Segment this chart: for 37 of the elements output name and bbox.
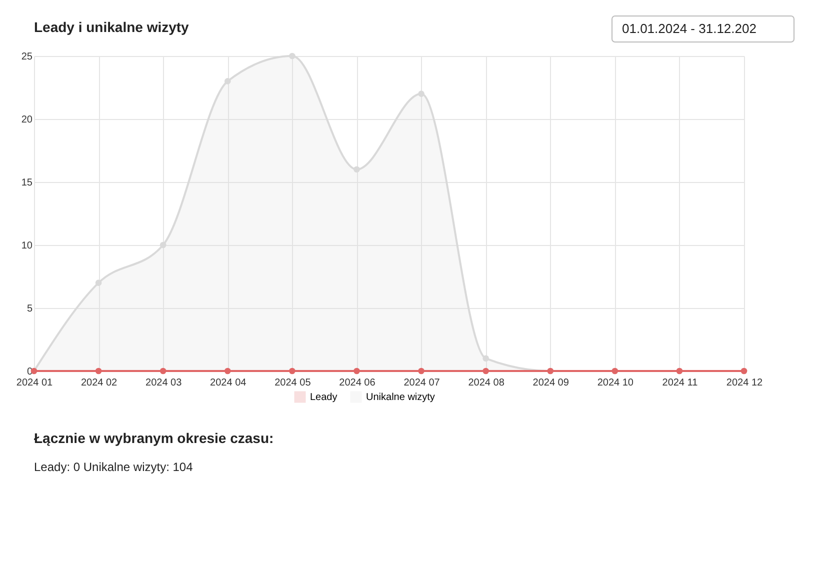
y-tick-label: 15 bbox=[21, 178, 33, 188]
point bbox=[354, 368, 360, 374]
x-tick-label: 2024 01 bbox=[16, 378, 54, 388]
chart-title: Leady i unikalne wizyty bbox=[34, 19, 190, 35]
point bbox=[289, 368, 296, 374]
x-tick-label: 2024 07 bbox=[404, 378, 440, 388]
point bbox=[418, 90, 424, 97]
x-tick-label: 2024 08 bbox=[468, 378, 505, 388]
y-tick-label: 5 bbox=[26, 304, 33, 314]
x-tick-label: 2024 03 bbox=[146, 378, 182, 388]
x-tick-label: 2024 12 bbox=[726, 378, 764, 388]
point bbox=[418, 368, 424, 374]
x-tick-label: 2024 10 bbox=[597, 378, 634, 388]
text: 01.01.2024 - 31.12.202 bbox=[622, 21, 756, 36]
point bbox=[482, 355, 489, 362]
point bbox=[95, 280, 102, 286]
point bbox=[95, 368, 102, 374]
point bbox=[224, 78, 231, 84]
point bbox=[160, 242, 166, 248]
x-tick-label: 2024 04 bbox=[210, 378, 247, 388]
point bbox=[224, 368, 231, 374]
text: Leady: 0 Unikalne wizyty: 104 bbox=[34, 460, 194, 474]
x-tick-label: 2024 11 bbox=[662, 378, 698, 388]
point bbox=[354, 166, 360, 173]
x-tick-label: 2024 06 bbox=[339, 378, 376, 388]
point bbox=[289, 52, 296, 60]
legend-label: Leady bbox=[310, 392, 338, 403]
text: Łącznie w wybranym okresie czasu: bbox=[34, 430, 274, 446]
point bbox=[160, 368, 166, 374]
y-tick-label: 20 bbox=[21, 114, 33, 126]
y-tick-label: 10 bbox=[21, 240, 33, 252]
x-tick-label: 2024 02 bbox=[80, 378, 118, 388]
y-tick-label: 25 bbox=[21, 52, 33, 62]
x-tick-label: 2024 09 bbox=[532, 378, 570, 388]
legend-label: Unikalne wizyty bbox=[366, 392, 435, 403]
x-tick-label: 2024 05 bbox=[274, 378, 312, 388]
point bbox=[482, 368, 489, 374]
